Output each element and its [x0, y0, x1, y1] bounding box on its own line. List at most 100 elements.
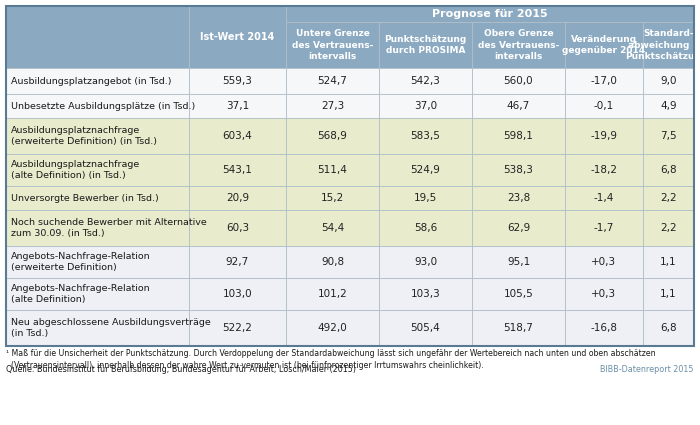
Text: 4,9: 4,9: [660, 101, 677, 111]
Text: 92,7: 92,7: [226, 257, 249, 267]
Bar: [472, 186, 565, 210]
Text: 90,8: 90,8: [321, 257, 344, 267]
Bar: [189, 6, 286, 68]
Bar: [379, 186, 472, 210]
Bar: [6, 6, 694, 346]
Bar: [189, 210, 286, 246]
Text: 6,8: 6,8: [660, 165, 677, 175]
Text: 60,3: 60,3: [226, 223, 249, 233]
Text: Noch suchende Bewerber mit Alternative
zum 30.09. (in Tsd.): Noch suchende Bewerber mit Alternative z…: [11, 218, 206, 238]
Text: 2,2: 2,2: [660, 223, 677, 233]
Bar: [643, 210, 694, 246]
Text: 19,5: 19,5: [414, 193, 437, 203]
Text: Ausbildungsplatznachfrage
(erweiterte Definition) (in Tsd.): Ausbildungsplatznachfrage (erweiterte De…: [11, 126, 157, 146]
Bar: [643, 186, 694, 210]
Bar: [565, 186, 643, 210]
Bar: [472, 22, 565, 68]
Text: 93,0: 93,0: [414, 257, 437, 267]
Text: 6,8: 6,8: [660, 323, 677, 333]
Bar: [189, 118, 286, 154]
Bar: [565, 154, 643, 186]
Bar: [6, 186, 189, 210]
Bar: [565, 278, 643, 310]
Bar: [286, 22, 379, 68]
Text: 538,3: 538,3: [503, 165, 533, 175]
Text: Veränderung
gegenüber 2014: Veränderung gegenüber 2014: [562, 35, 645, 55]
Bar: [6, 118, 189, 154]
Bar: [565, 94, 643, 118]
Bar: [472, 94, 565, 118]
Text: Unbesetzte Ausbildungsplätze (in Tsd.): Unbesetzte Ausbildungsplätze (in Tsd.): [11, 102, 195, 111]
Bar: [472, 118, 565, 154]
Text: 15,2: 15,2: [321, 193, 344, 203]
Bar: [286, 186, 379, 210]
Text: 95,1: 95,1: [507, 257, 530, 267]
Bar: [189, 278, 286, 310]
Text: Ist-Wert 2014: Ist-Wert 2014: [200, 32, 274, 42]
Bar: [286, 210, 379, 246]
Bar: [6, 278, 189, 310]
Text: 505,4: 505,4: [411, 323, 440, 333]
Bar: [379, 278, 472, 310]
Text: 23,8: 23,8: [507, 193, 530, 203]
Bar: [565, 310, 643, 346]
Bar: [286, 68, 379, 94]
Bar: [472, 68, 565, 94]
Bar: [643, 68, 694, 94]
Text: 542,3: 542,3: [411, 76, 440, 86]
Text: ¹ Maß für die Unsicherheit der Punktschätzung. Durch Verdoppelung der Standardab: ¹ Maß für die Unsicherheit der Punktschä…: [6, 349, 656, 370]
Bar: [643, 22, 694, 68]
Bar: [565, 210, 643, 246]
Bar: [565, 22, 643, 68]
Bar: [286, 6, 694, 22]
Bar: [379, 22, 472, 68]
Text: 492,0: 492,0: [318, 323, 347, 333]
Text: Obere Grenze
des Vertrauens-
intervalls: Obere Grenze des Vertrauens- intervalls: [478, 29, 559, 61]
Bar: [6, 6, 189, 68]
Bar: [379, 210, 472, 246]
Text: 103,0: 103,0: [223, 289, 252, 299]
Text: 560,0: 560,0: [504, 76, 533, 86]
Bar: [189, 186, 286, 210]
Text: 9,0: 9,0: [660, 76, 677, 86]
Text: 46,7: 46,7: [507, 101, 530, 111]
Text: Unversorgte Bewerber (in Tsd.): Unversorgte Bewerber (in Tsd.): [11, 193, 159, 202]
Text: Prognose für 2015: Prognose für 2015: [432, 9, 548, 19]
Bar: [286, 118, 379, 154]
Bar: [286, 246, 379, 278]
Text: 27,3: 27,3: [321, 101, 344, 111]
Text: 603,4: 603,4: [223, 131, 253, 141]
Bar: [6, 310, 189, 346]
Bar: [643, 118, 694, 154]
Text: -0,1: -0,1: [594, 101, 614, 111]
Text: -1,7: -1,7: [594, 223, 614, 233]
Text: 583,5: 583,5: [411, 131, 440, 141]
Bar: [189, 94, 286, 118]
Text: 7,5: 7,5: [660, 131, 677, 141]
Text: Untere Grenze
des Vertrauens-
intervalls: Untere Grenze des Vertrauens- intervalls: [292, 29, 373, 61]
Text: 54,4: 54,4: [321, 223, 344, 233]
Bar: [472, 154, 565, 186]
Text: 543,1: 543,1: [223, 165, 253, 175]
Bar: [379, 246, 472, 278]
Text: 37,1: 37,1: [226, 101, 249, 111]
Text: -16,8: -16,8: [591, 323, 617, 333]
Bar: [565, 246, 643, 278]
Text: +0,3: +0,3: [592, 257, 617, 267]
Text: 568,9: 568,9: [318, 131, 347, 141]
Bar: [6, 154, 189, 186]
Bar: [286, 278, 379, 310]
Text: 524,9: 524,9: [411, 165, 440, 175]
Text: 1,1: 1,1: [660, 289, 677, 299]
Text: Neu abgeschlossene Ausbildungsverträge
(in Tsd.): Neu abgeschlossene Ausbildungsverträge (…: [11, 318, 211, 338]
Text: Angebots-Nachfrage-Relation
(alte Definition): Angebots-Nachfrage-Relation (alte Defini…: [11, 284, 150, 304]
Bar: [189, 154, 286, 186]
Bar: [565, 68, 643, 94]
Text: 518,7: 518,7: [503, 323, 533, 333]
Text: -1,4: -1,4: [594, 193, 614, 203]
Bar: [6, 94, 189, 118]
Text: 37,0: 37,0: [414, 101, 437, 111]
Bar: [379, 118, 472, 154]
Text: 103,3: 103,3: [411, 289, 440, 299]
Bar: [565, 118, 643, 154]
